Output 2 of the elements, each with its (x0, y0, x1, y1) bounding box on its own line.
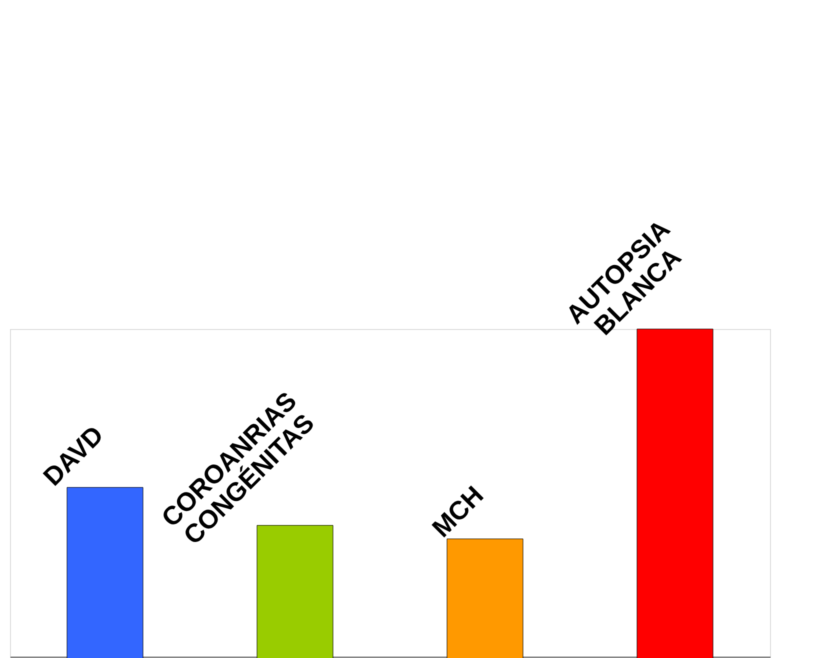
bar (66, 487, 144, 658)
bar (446, 538, 524, 658)
